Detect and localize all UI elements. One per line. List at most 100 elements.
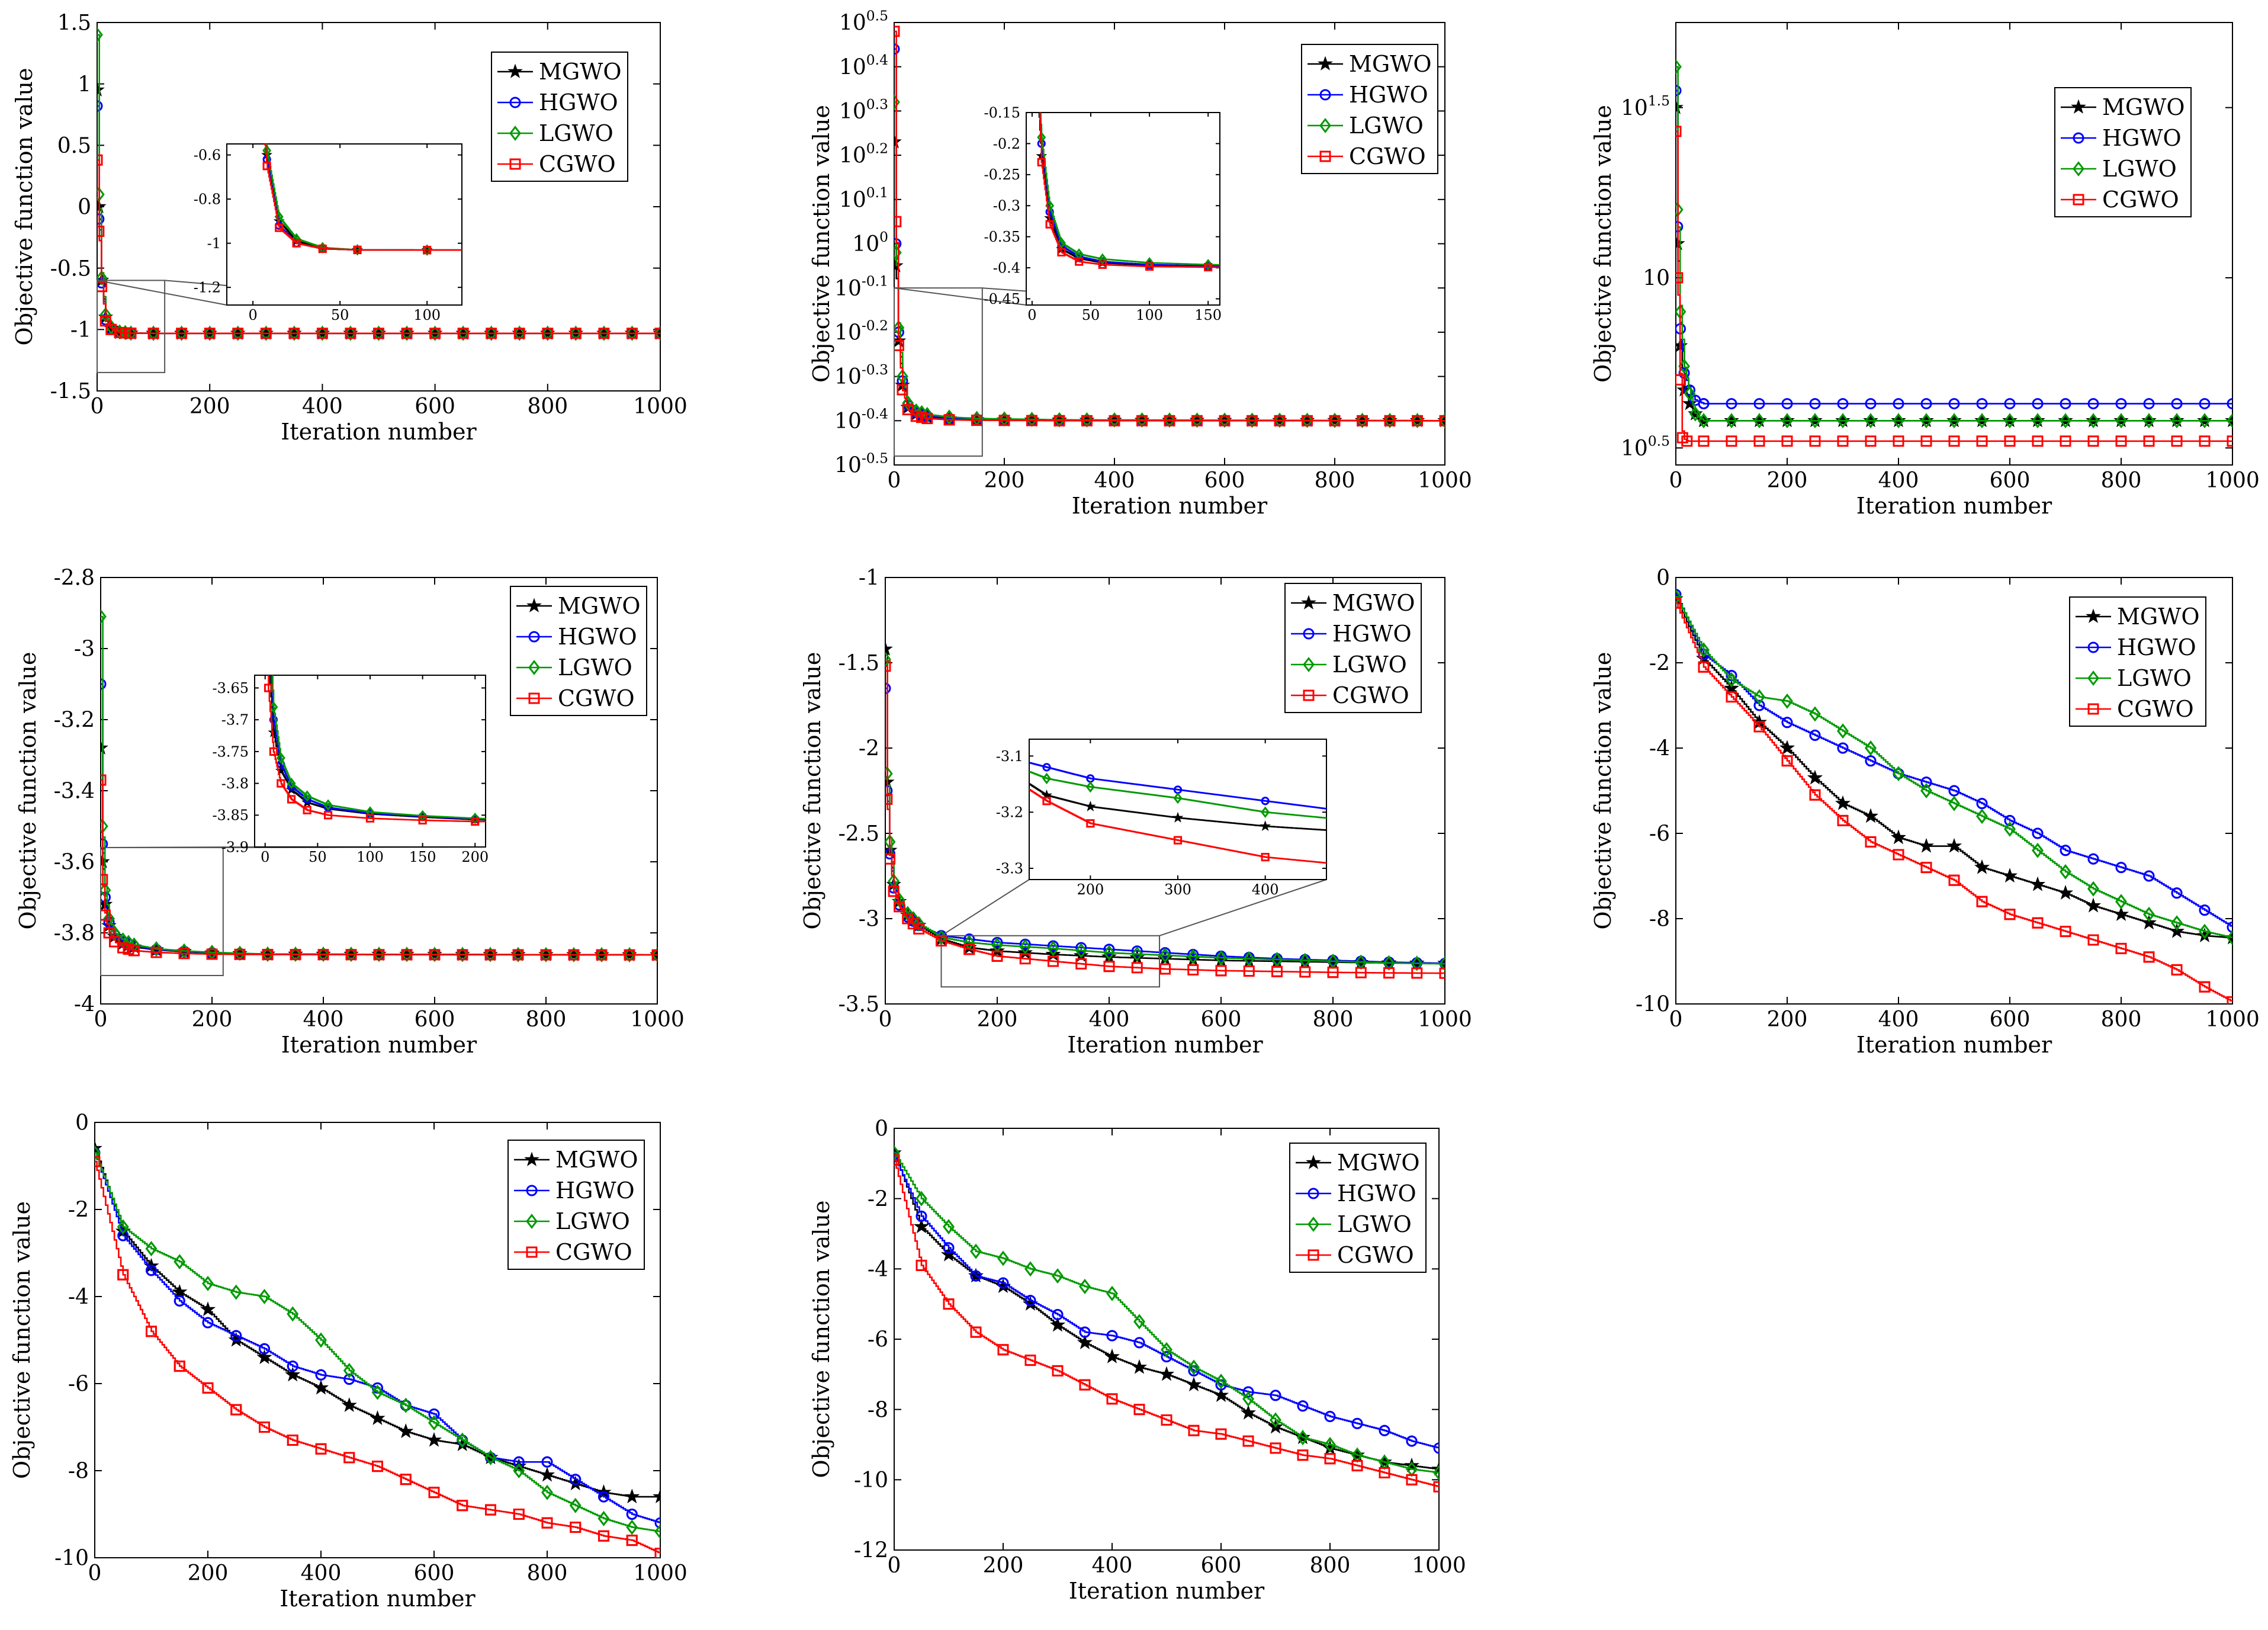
data-point-marker <box>1726 413 1737 429</box>
data-point-marker <box>1676 597 1682 609</box>
data-point-marker <box>117 1269 129 1281</box>
data-point-marker <box>200 1301 216 1317</box>
x-tick-label: 600 <box>1201 1554 1242 1578</box>
data-point-marker <box>1865 398 1877 410</box>
data-point-marker <box>202 1276 214 1291</box>
data-point-marker <box>624 949 635 961</box>
data-point-marker <box>398 1423 414 1438</box>
data-point-marker <box>486 328 497 339</box>
data-point-marker <box>353 245 362 254</box>
x-tick-label: 800 <box>1313 1007 1354 1032</box>
series-line <box>1040 113 1220 266</box>
data-point-marker <box>470 812 480 824</box>
x-tick-label: 800 <box>2101 1007 2142 1032</box>
x-tick-label: 1000 <box>633 394 688 419</box>
data-point-marker <box>1133 1404 1145 1416</box>
legend-marker <box>2087 641 2099 653</box>
data-point-marker <box>907 918 919 930</box>
x-tick-label: 400 <box>301 1561 342 1586</box>
data-point-marker <box>1270 1390 1281 1401</box>
series-cgwo <box>97 154 660 339</box>
data-point-marker <box>1191 415 1203 426</box>
x-tick-label: 1000 <box>1412 1554 1466 1578</box>
data-point-marker <box>1974 859 1990 874</box>
y-tick-label: 10-0.4 <box>834 406 888 434</box>
legend-label: HGWO <box>2102 125 2182 151</box>
x-tick-label: 0 <box>248 307 257 323</box>
data-point-marker <box>1106 1330 1118 1342</box>
data-point-marker <box>123 944 134 955</box>
series-line <box>268 675 486 823</box>
x-tick-label: 100 <box>413 307 441 323</box>
data-point-marker <box>1098 253 1107 265</box>
data-point-marker <box>1327 967 1339 978</box>
zoom-inset: 200 300 400 -3.3 -3.2 -3.1 <box>940 739 1327 988</box>
y-tick-label: -3 <box>859 907 879 932</box>
x-tick-label: 400 <box>303 1007 344 1032</box>
legend-label: HGWO <box>539 89 618 115</box>
data-point-marker <box>1204 262 1213 272</box>
data-point-marker <box>1865 836 1877 848</box>
legend-marker <box>2073 161 2084 177</box>
data-point-marker <box>230 1284 242 1300</box>
data-point-marker <box>1920 783 1932 798</box>
data-point-marker <box>2115 894 2127 910</box>
data-point-marker <box>2199 435 2211 447</box>
series-line <box>1676 66 2232 422</box>
chart-p2: 0 200 400 600 800 100010-0.510-0.410-0.310-0.… <box>808 7 1472 519</box>
data-point-marker <box>429 946 441 962</box>
data-point-marker <box>288 325 300 341</box>
y-tick-label: -3.2 <box>996 804 1023 821</box>
x-tick-label: 400 <box>1878 469 1919 493</box>
data-point-marker <box>894 339 904 351</box>
data-point-marker <box>1024 1295 1036 1307</box>
data-point-marker <box>1439 415 1445 426</box>
data-point-marker <box>341 1397 357 1412</box>
data-point-marker <box>429 949 441 961</box>
data-point-marker <box>1026 415 1037 426</box>
series-cgwo <box>1037 113 1220 272</box>
series-lgwo <box>1676 59 2232 429</box>
data-point-marker <box>1019 939 1032 955</box>
data-point-marker <box>1161 1351 1172 1363</box>
y-axis-label: Objective function value <box>9 1201 35 1479</box>
data-point-marker <box>1406 1474 1418 1485</box>
data-point-marker <box>598 1530 609 1542</box>
data-point-marker <box>997 1250 1009 1266</box>
x-tick-label: 200 <box>192 1007 233 1032</box>
data-point-marker <box>1976 896 1988 907</box>
data-point-marker <box>2227 398 2232 410</box>
data-point-marker <box>1098 260 1107 269</box>
data-point-marker <box>894 216 902 227</box>
legend: MGWO HGWO LGWO CGWO <box>2069 596 2206 727</box>
data-point-marker <box>943 414 955 426</box>
data-point-marker <box>1919 838 1934 853</box>
data-point-marker <box>428 1415 440 1431</box>
y-tick-label: 100.3 <box>839 96 888 124</box>
data-point-marker <box>264 684 273 692</box>
data-point-marker <box>95 1140 102 1156</box>
data-point-marker <box>1243 951 1255 967</box>
data-point-marker <box>1075 257 1084 266</box>
data-point-marker <box>1052 1365 1064 1376</box>
data-point-marker <box>2171 887 2183 899</box>
y-tick-label: -6 <box>1649 822 1670 846</box>
x-tick-label: 0 <box>91 394 104 419</box>
data-point-marker <box>175 325 188 341</box>
data-point-marker <box>1809 729 1821 741</box>
data-point-marker <box>1893 435 1904 447</box>
legend-label: CGWO <box>2117 696 2194 722</box>
data-point-marker <box>513 328 525 339</box>
data-point-marker <box>539 1467 555 1482</box>
data-point-marker <box>1379 1467 1390 1478</box>
data-point-marker <box>275 223 284 232</box>
data-point-marker <box>2086 897 2101 913</box>
data-point-marker <box>1261 852 1270 862</box>
chart-p3: 0 200 400 600 800 1000 100.5 10 101.5 Iteration n… <box>1590 22 2260 519</box>
legend: MGWO HGWO LGWO CGWO <box>1284 583 1422 713</box>
data-point-marker <box>1057 248 1066 256</box>
data-point-marker <box>1032 16 1039 23</box>
y-tick-label: -2.5 <box>839 822 879 846</box>
data-point-marker <box>1161 1342 1172 1358</box>
data-point-marker <box>569 1497 582 1513</box>
